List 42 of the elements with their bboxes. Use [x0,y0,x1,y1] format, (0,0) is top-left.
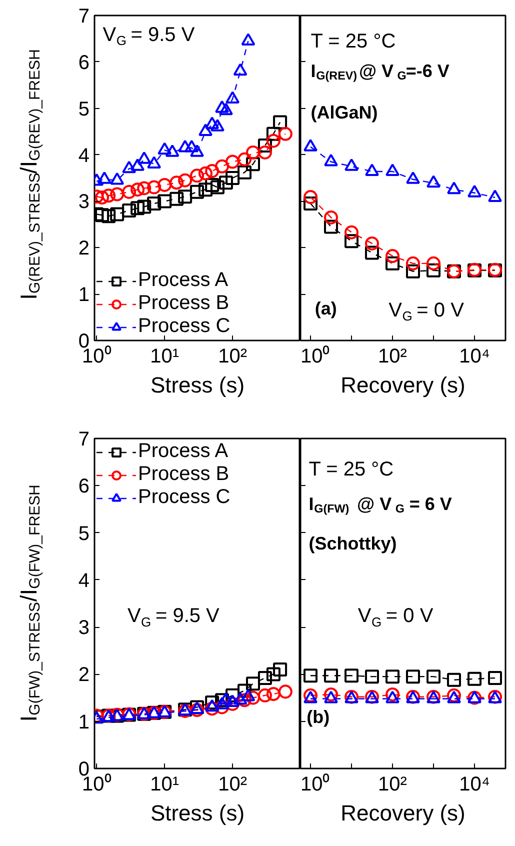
x-tick-label: 10⁰ [300,772,330,796]
x-tick-label: 10² [218,346,248,368]
x-tick-label: 10⁴ [459,774,490,796]
x-tick-label: 10² [378,774,408,796]
y-tick-label: 1 [78,711,90,734]
legend-label: Process C [138,486,230,509]
x-tick-label: 10¹ [150,346,180,368]
x-axis-title: Stress (s) [150,800,245,826]
annotation: (AlGaN) [310,102,378,122]
annotation: T = 25 °C [308,458,394,480]
y-tick-label: 1 [78,284,90,306]
legend-label: Process C [138,315,230,338]
y-tick-label: 5 [78,98,90,120]
x-axis-title: Stress (s) [150,372,245,398]
y-tick-label: 3 [78,191,90,214]
y-tick-label: 4 [78,144,90,167]
x-axis-title: Recovery (s) [340,800,466,826]
y-tick-label: 5 [78,522,90,545]
legend-label: Process B [138,463,230,486]
legend-label: Process A [138,269,228,292]
annotation: (a) [314,298,337,319]
y-tick-label: 2 [78,238,90,260]
y-tick-label: 2 [78,664,90,686]
y-axis-title: IG(FW)_STRESS/IG(FW)_FRESH [16,484,44,722]
y-tick-label: 7 [78,428,90,450]
y-tick-label: 4 [78,570,90,592]
x-tick-label: 10² [218,774,248,796]
y-tick-label: 6 [78,476,90,498]
y-tick-label: 3 [78,617,90,640]
x-tick-label: 10² [378,346,408,368]
y-axis-title: IG(REV)_STRESS/IG(REV)_FRESH [16,49,44,300]
y-tick-label: 6 [78,52,90,74]
annotation: T = 25 °C [310,30,396,52]
legend-label: Process A [138,440,228,463]
x-tick-label: 10⁰ [300,344,330,368]
annotation: (b) [306,706,330,727]
x-tick-label: 10¹ [150,774,180,796]
annotation: (Schottky) [308,534,397,554]
y-tick-label: 7 [78,6,90,28]
x-axis-title: Recovery (s) [340,372,466,398]
x-tick-label: 10⁴ [459,346,490,368]
legend-label: Process B [138,292,230,315]
